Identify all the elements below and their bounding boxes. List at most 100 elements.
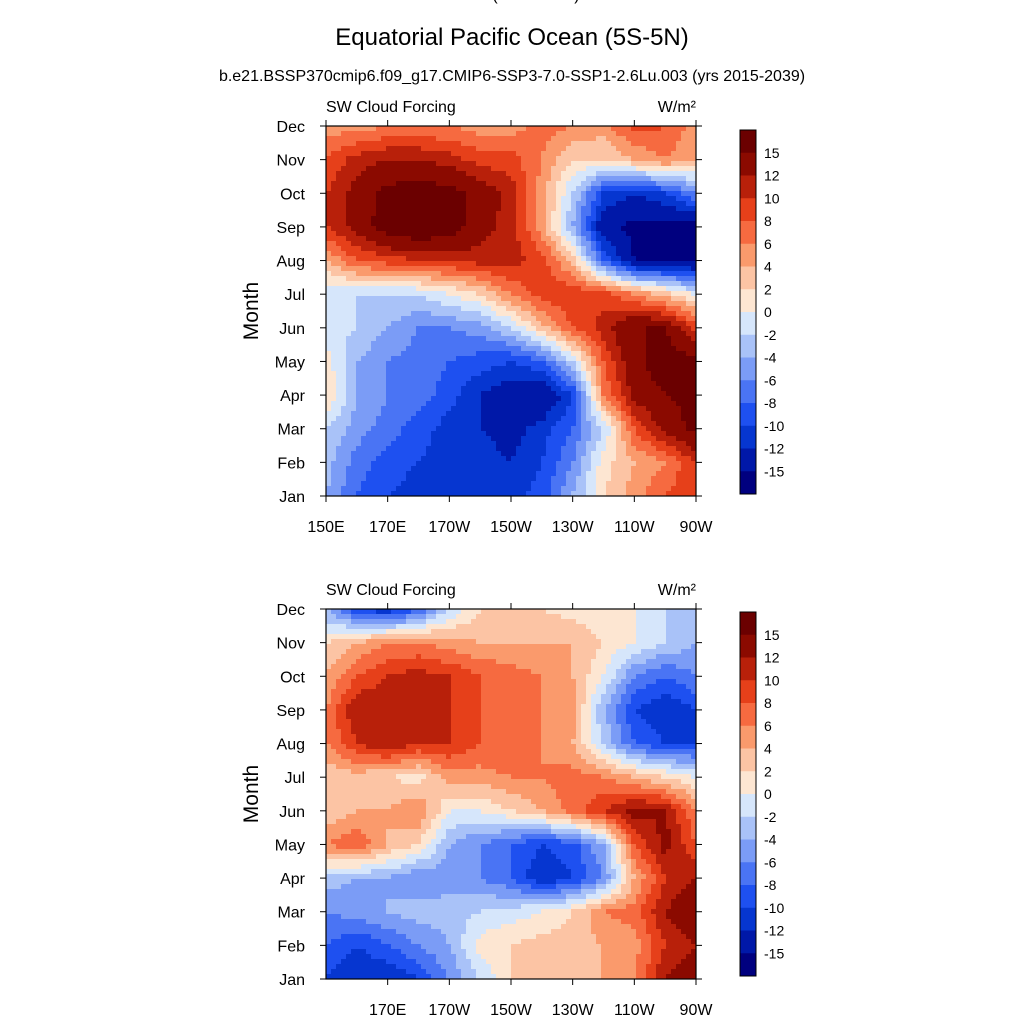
contour-cell	[381, 171, 387, 177]
contour-cell	[431, 156, 437, 162]
contour-cell	[501, 426, 507, 432]
contour-cell	[676, 181, 682, 187]
contour-cell	[491, 456, 497, 462]
contour-cell	[326, 381, 332, 387]
contour-cell	[451, 286, 457, 292]
contour-cell	[391, 431, 397, 437]
contour-cell	[546, 296, 552, 302]
contour-cell	[381, 216, 387, 222]
contour-cell	[351, 371, 357, 377]
contour-cell	[686, 241, 692, 247]
contour-cell	[461, 426, 467, 432]
contour-cell	[381, 151, 387, 157]
contour-cell	[631, 436, 637, 442]
contour-cell	[671, 356, 677, 362]
contour-cell	[426, 256, 432, 262]
contour-cell	[576, 201, 582, 207]
contour-cell	[616, 406, 622, 412]
contour-cell	[506, 351, 512, 357]
contour-cell	[671, 316, 677, 322]
contour-cell	[401, 426, 407, 432]
contour-cell	[441, 436, 447, 442]
contour-cell	[676, 436, 682, 442]
contour-cell	[331, 381, 337, 387]
contour-cell	[541, 156, 547, 162]
contour-cell	[346, 261, 352, 267]
contour-cell	[416, 146, 422, 152]
contour-cell	[656, 286, 662, 292]
contour-cell	[366, 326, 372, 332]
contour-cell	[441, 301, 447, 307]
contour-cell	[661, 226, 667, 232]
contour-cell	[541, 281, 547, 287]
contour-cell	[431, 206, 437, 212]
contour-cell	[436, 176, 442, 182]
contour-cell	[631, 321, 637, 327]
contour-cell	[471, 166, 477, 172]
contour-cell	[366, 146, 372, 152]
contour-cell	[596, 261, 602, 267]
contour-cell	[346, 141, 352, 147]
contour-cell	[386, 146, 392, 152]
contour-cell	[541, 371, 547, 377]
contour-cell	[551, 151, 557, 157]
contour-cell	[686, 371, 692, 377]
contour-cell	[666, 376, 672, 382]
contour-cell	[651, 356, 657, 362]
contour-cell	[661, 446, 667, 452]
contour-cell	[591, 336, 597, 342]
contour-cell	[606, 191, 612, 197]
contour-cell	[616, 301, 622, 307]
contour-cell	[686, 151, 692, 157]
contour-cell	[341, 271, 347, 277]
contour-cell	[676, 146, 682, 152]
contour-cell	[356, 156, 362, 162]
contour-cell	[376, 351, 382, 357]
contour-cell	[446, 241, 452, 247]
contour-cell	[386, 461, 392, 467]
contour-cell	[566, 266, 572, 272]
contour-cell	[631, 356, 637, 362]
contour-cell	[461, 321, 467, 327]
contour-cell	[596, 341, 602, 347]
contour-cell	[561, 391, 567, 397]
contour-cell	[536, 161, 542, 167]
contour-cell	[666, 186, 672, 192]
contour-cell	[461, 231, 467, 237]
contour-cell	[521, 396, 527, 402]
contour-cell	[601, 171, 607, 177]
contour-cell	[481, 311, 487, 317]
contour-cell	[606, 336, 612, 342]
contour-cell	[471, 416, 477, 422]
contour-cell	[356, 246, 362, 252]
contour-cell	[651, 326, 657, 332]
contour-cell	[511, 431, 517, 437]
contour-cell	[506, 176, 512, 182]
contour-cell	[351, 311, 357, 317]
contour-cell	[591, 161, 597, 167]
contour-cell	[331, 351, 337, 357]
contour-cell	[646, 241, 652, 247]
contour-cell	[471, 331, 477, 337]
contour-cell	[601, 146, 607, 152]
contour-cell	[421, 316, 427, 322]
contour-cell	[631, 296, 637, 302]
contour-cell	[506, 451, 512, 457]
contour-cell	[576, 431, 582, 437]
contour-cell	[406, 356, 412, 362]
contour-cell	[491, 461, 497, 467]
contour-cell	[631, 201, 637, 207]
contour-cell	[596, 266, 602, 272]
contour-cell	[336, 161, 342, 167]
contour-cell	[616, 206, 622, 212]
contour-cell	[631, 396, 637, 402]
contour-cell	[516, 301, 522, 307]
contour-cell	[636, 186, 642, 192]
contour-cell	[576, 441, 582, 447]
contour-cell	[356, 296, 362, 302]
contour-cell	[521, 206, 527, 212]
contour-cell	[686, 166, 692, 172]
contour-cell	[621, 126, 627, 132]
contour-cell	[406, 261, 412, 267]
contour-cell	[681, 211, 687, 217]
